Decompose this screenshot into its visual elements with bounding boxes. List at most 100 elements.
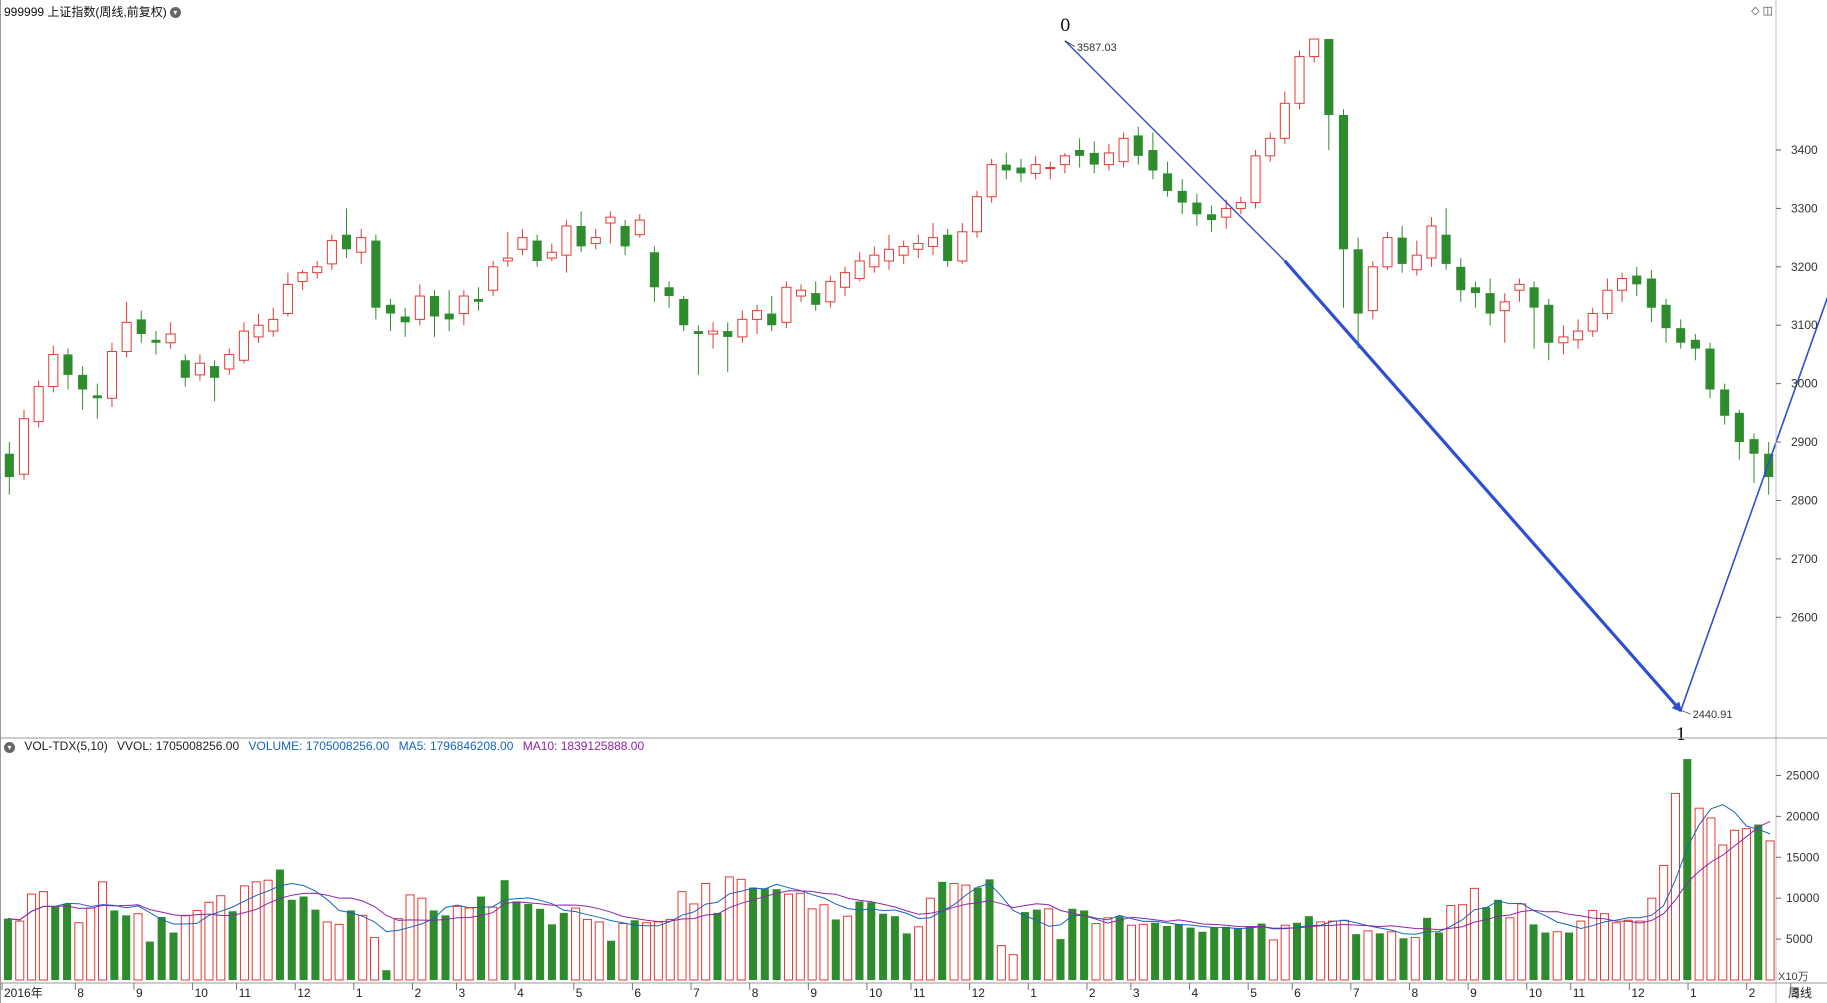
candle-body	[180, 360, 190, 378]
volume-bar	[1174, 924, 1183, 980]
indicator-name: VOL-TDX(5,10)	[24, 739, 108, 753]
candle-body	[238, 330, 249, 361]
candle-body	[385, 304, 396, 314]
volume-bar	[1375, 933, 1384, 980]
volume-bar	[1765, 840, 1775, 981]
panel-icon[interactable]: ◫	[1762, 5, 1773, 17]
candle-body	[723, 331, 733, 337]
time-tick-label: 12	[1631, 986, 1645, 1000]
volume-bar	[1352, 934, 1361, 980]
volume-bar	[15, 920, 25, 981]
price-tick-label: 3100	[1791, 318, 1818, 332]
time-tick-label: 2	[415, 986, 422, 1000]
volume-bar	[1446, 905, 1456, 981]
candle-body	[620, 225, 630, 247]
candle-body	[1720, 389, 1730, 416]
volume-bar	[1044, 908, 1054, 981]
chevron-down-icon[interactable]: ▾	[169, 7, 181, 19]
candle-body	[1338, 114, 1349, 250]
volume-bar	[1115, 916, 1124, 980]
ma5-line	[7, 804, 1771, 935]
volume-bar	[417, 897, 427, 981]
candle-body	[1030, 164, 1041, 174]
time-tick-label: 10	[195, 986, 209, 1000]
volume-bar	[1151, 922, 1160, 980]
volume-bar	[949, 882, 959, 981]
candle-body	[341, 234, 352, 250]
candle-body	[1221, 207, 1232, 218]
extreme-value-pointer	[1064, 40, 1076, 48]
candle-body	[532, 240, 542, 261]
volume-bar	[1091, 923, 1101, 981]
extreme-value-label: 3587.03	[1077, 42, 1117, 54]
candle-body	[106, 351, 118, 399]
volume-bar	[1458, 904, 1468, 981]
volume-bar	[3, 918, 12, 980]
volume-bar	[1494, 899, 1503, 980]
time-tick-label: 9	[810, 986, 817, 1000]
volume-bar	[1032, 909, 1041, 980]
volume-bar	[110, 910, 119, 980]
candle-body	[63, 354, 73, 375]
volume-bar	[38, 891, 48, 981]
volume-bar	[713, 912, 722, 980]
volume-bar	[1304, 916, 1313, 980]
volume-bar	[1080, 910, 1089, 980]
price-tick-label: 3400	[1791, 143, 1818, 157]
candle-body	[1045, 167, 1056, 170]
volume-bar	[334, 923, 344, 981]
candle-body	[253, 324, 264, 338]
volume-bar	[122, 915, 131, 980]
chart-controls: ◇ ◫	[1751, 4, 1773, 17]
candle-body	[1001, 164, 1011, 171]
candle-body	[605, 216, 616, 224]
candle-body	[429, 296, 440, 317]
volume-bar	[464, 907, 474, 981]
price-tick-label: 2600	[1791, 610, 1818, 624]
candle-body	[1456, 266, 1466, 291]
time-tick-label: 11	[1573, 986, 1586, 1000]
volume-bar	[1222, 926, 1231, 980]
volume-bar	[701, 882, 711, 981]
volume-bar	[1280, 924, 1290, 981]
volume-tick-label: 5000	[1786, 932, 1813, 946]
time-tick-label: 8	[77, 986, 84, 1000]
candle-body	[282, 283, 293, 315]
diamond-icon[interactable]: ◇	[1751, 5, 1760, 17]
candle-body	[1324, 39, 1334, 115]
candle-body	[1632, 275, 1642, 285]
candle-body	[546, 251, 557, 259]
chevron-down-icon[interactable]: ▾	[4, 742, 15, 753]
candle-body	[48, 353, 59, 388]
candle-body	[664, 287, 674, 297]
volume-bar	[169, 932, 178, 980]
volume-bar	[216, 895, 226, 981]
volume-bar	[512, 901, 521, 980]
candle-body	[898, 245, 909, 256]
candle-body	[1470, 287, 1480, 294]
candle-body	[1279, 102, 1290, 139]
candle-body	[1075, 150, 1085, 156]
time-tick-label: 12	[972, 986, 986, 1000]
time-tick-label: 2016年	[4, 986, 43, 1000]
volume-bar	[524, 903, 533, 980]
wave-line	[1064, 40, 1286, 262]
volume-bar	[618, 923, 628, 981]
volume-bar	[748, 887, 758, 980]
candle-body	[927, 237, 939, 247]
candle-body	[1103, 152, 1114, 166]
candle-body	[1705, 348, 1715, 390]
time-tick-label: 7	[693, 986, 700, 1000]
volume-bar	[1718, 844, 1728, 981]
volume-bar	[772, 889, 781, 980]
time-tick-label: 1	[356, 986, 363, 1000]
volume-bar	[1268, 939, 1278, 981]
volume-bar	[86, 907, 96, 981]
volume-bar	[1565, 932, 1574, 980]
candle-body	[1133, 135, 1143, 156]
volume-bar	[358, 914, 368, 981]
volume-tick-label: 20000	[1786, 809, 1820, 823]
volume-bar	[133, 913, 143, 981]
ma10-value: MA10: 1839125888.00	[522, 739, 645, 753]
candle-body	[1617, 278, 1628, 291]
